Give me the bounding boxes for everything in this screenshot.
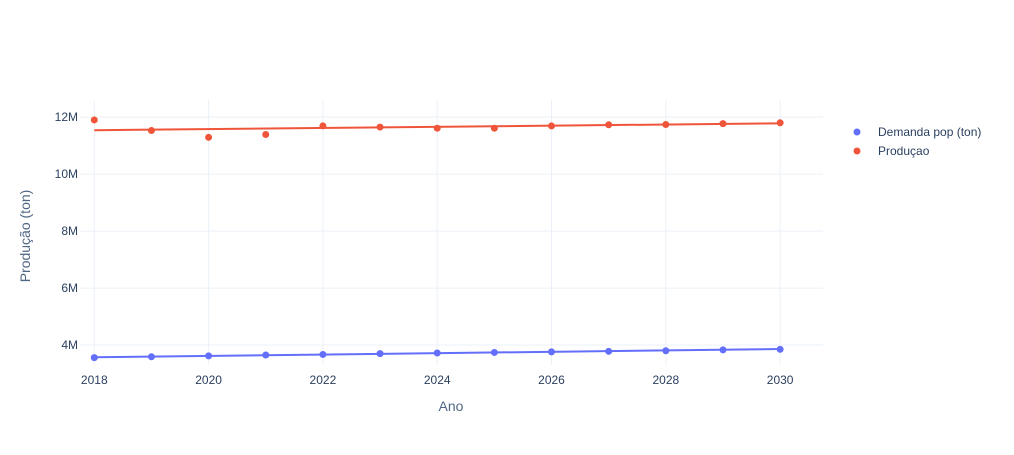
- data-point-series-1[interactable]: [433, 124, 441, 132]
- grid: [80, 100, 823, 365]
- data-point-series-1[interactable]: [490, 124, 498, 132]
- legend-item[interactable]: Produçao: [853, 144, 930, 158]
- x-tick-label: 2022: [310, 373, 337, 387]
- data-point-series-0[interactable]: [605, 347, 613, 355]
- data-point-series-0[interactable]: [490, 348, 498, 356]
- data-point-series-1[interactable]: [90, 116, 98, 124]
- x-tick-label: 2020: [195, 373, 222, 387]
- data-point-series-1[interactable]: [147, 126, 155, 134]
- legend-label: Produçao: [878, 144, 930, 158]
- data-point-series-1[interactable]: [262, 130, 270, 138]
- data-point-series-0[interactable]: [262, 351, 270, 359]
- data-point-series-0[interactable]: [719, 346, 727, 354]
- data-point-series-0[interactable]: [376, 350, 384, 358]
- data-point-series-1[interactable]: [605, 121, 613, 129]
- data-point-series-0[interactable]: [548, 348, 556, 356]
- data-point-series-1[interactable]: [662, 121, 670, 129]
- y-axis-title: Produção (ton): [17, 190, 33, 283]
- x-axis-title: Ano: [439, 398, 464, 414]
- data-point-series-1[interactable]: [548, 122, 556, 130]
- y-tick-label: 8M: [61, 224, 78, 238]
- y-tick-label: 6M: [61, 281, 78, 295]
- legend-marker: [853, 128, 861, 136]
- y-tick-label: 10M: [55, 167, 78, 181]
- data-point-series-0[interactable]: [776, 345, 784, 353]
- legend-label: Demanda pop (ton): [878, 125, 981, 139]
- data-point-series-1[interactable]: [205, 133, 213, 141]
- data-point-series-0[interactable]: [147, 353, 155, 361]
- x-tick-label: 2018: [81, 373, 108, 387]
- x-tick-label: 2028: [652, 373, 679, 387]
- y-tick-label: 4M: [61, 338, 78, 352]
- data-point-series-0[interactable]: [205, 352, 213, 360]
- data-point-series-0[interactable]: [90, 354, 98, 362]
- x-tick-label: 2030: [767, 373, 794, 387]
- data-point-series-0[interactable]: [433, 349, 441, 357]
- data-point-series-0[interactable]: [319, 350, 327, 358]
- x-tick-label: 2026: [538, 373, 565, 387]
- data-point-series-1[interactable]: [776, 119, 784, 127]
- x-tick-label: 2024: [424, 373, 451, 387]
- legend-item[interactable]: Demanda pop (ton): [853, 125, 982, 139]
- data-point-series-1[interactable]: [376, 123, 384, 131]
- x-axis-ticks: 2018 2020 2022 2024 2026 2028 2030: [81, 373, 794, 387]
- y-axis-ticks: 4M 6M 8M 10M 12M: [55, 110, 78, 352]
- data-point-series-1[interactable]: [719, 120, 727, 128]
- data-points: [90, 116, 784, 362]
- legend-marker: [853, 147, 861, 155]
- y-tick-label: 12M: [55, 110, 78, 124]
- legend[interactable]: Demanda pop (ton) Produçao: [853, 125, 982, 158]
- data-point-series-1[interactable]: [319, 122, 327, 130]
- data-point-series-0[interactable]: [662, 347, 670, 355]
